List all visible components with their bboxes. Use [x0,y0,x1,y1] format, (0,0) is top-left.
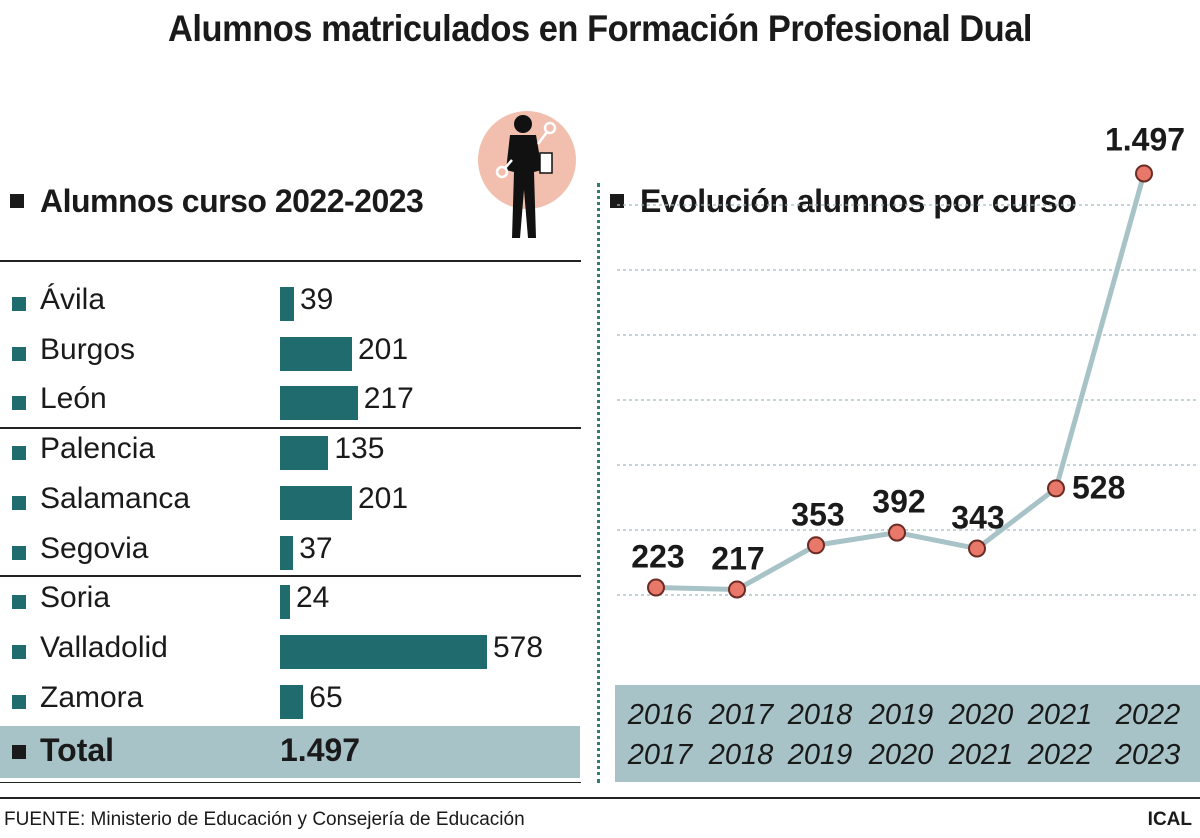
row-bullet-icon [12,396,26,411]
province-name: Palencia [40,432,156,466]
x-tick-label: 2020 [868,739,934,771]
province-bar [280,336,352,371]
worker-with-wrench-icon [478,111,576,238]
data-point [888,523,906,542]
total-row: Total 1.497 [0,726,580,778]
province-name: Ávila [40,283,106,316]
province-row: Zamora 65 [0,676,580,726]
x-tick-label: 2016 [627,699,693,731]
chart-title: Alumnos matriculados en Formación Profes… [168,8,1032,49]
province-row: León 217 [0,377,580,427]
data-label: 217 [711,540,764,576]
province-row: Segovia 37 [0,527,580,577]
data-label: 392 [872,484,925,520]
province-value: 37 [299,531,333,565]
footer-rule [0,797,1200,799]
province-value: 201 [357,332,409,366]
province-value: 217 [363,382,414,416]
province-value: 65 [309,680,343,714]
province-row: Burgos 201 [0,328,580,378]
province-row: Palencia 135 [0,427,580,477]
row-bullet-icon [12,595,26,610]
province-value: 135 [334,432,385,466]
row-bullet-icon [12,446,26,461]
province-bar [280,684,304,719]
province-bar [280,287,294,321]
source-note: FUENTE: Ministerio de Educación y Consej… [4,809,525,830]
x-axis-band [615,685,1200,782]
province-value: 24 [296,581,330,615]
province-bar [280,436,329,471]
x-tick-label: 2022 [1027,739,1093,771]
data-label: 353 [791,496,844,532]
x-tick-label: 2023 [1115,739,1181,771]
province-name: Segovia [40,531,149,565]
x-tick-label: 2021 [1027,699,1093,731]
data-point [968,539,986,558]
data-point [1047,479,1065,498]
heading-square-icon [610,194,624,208]
row-bullet-icon [12,694,26,709]
x-tick-label: 2017 [708,699,775,731]
province-name: Burgos [40,332,136,366]
left-bottom-rule [0,782,581,783]
x-tick-label: 2018 [708,739,774,771]
left-section-heading: Alumnos curso 2022-2023 [10,183,424,220]
province-bar [280,585,290,620]
row-bullet-icon [12,545,26,560]
data-label: 343 [951,500,1004,536]
data-point [1135,164,1153,183]
data-point [728,580,746,599]
row-bullet-icon [12,297,26,311]
province-name: Zamora [40,680,144,714]
row-bullet-icon [12,495,26,510]
province-value: 201 [357,481,409,515]
x-tick-label: 2017 [627,739,694,771]
total-label: Total [40,732,115,768]
province-row: Salamanca 201 [0,477,580,527]
total-value: 1.497 [280,732,361,768]
province-name: Valladolid [40,630,168,664]
province-name: León [40,382,107,416]
province-row: Soria 24 [0,576,580,626]
x-tick-label: 2022 [1115,699,1181,731]
right-heading-text: Evolución alumnos por curso [640,183,1077,219]
province-name: Salamanca [40,481,191,515]
row-bullet-icon [12,346,26,361]
group-divider-1 [0,427,581,429]
left-heading-text: Alumnos curso 2022-2023 [40,183,424,219]
x-tick-label: 2019 [787,739,853,771]
data-point [807,536,825,555]
data-label: 1.497 [1105,121,1185,157]
province-bar [280,535,294,570]
section-divider [597,183,600,783]
group-divider-2 [0,575,581,577]
heading-square-icon [10,194,24,208]
province-bar [280,634,487,669]
credit-label: ICAL [1147,809,1192,830]
province-value: 578 [493,630,544,664]
province-name: Soria [40,581,111,615]
province-bar [280,386,358,421]
x-tick-label: 2021 [948,739,1014,771]
province-row: Valladolid 578 [0,626,580,676]
province-bar [280,485,352,520]
row-bullet-icon [12,644,26,659]
left-top-rule [0,260,581,262]
province-value: 39 [299,283,334,316]
x-tick-label: 2019 [868,699,934,731]
data-label: 223 [631,539,684,575]
data-label: 528 [1072,469,1125,505]
x-tick-label: 2020 [948,699,1014,731]
data-point [647,578,665,597]
right-section-heading: Evolución alumnos por curso [610,183,1077,220]
total-square-icon [12,745,26,759]
x-tick-label: 2018 [787,699,853,731]
province-row: Ávila 39 [0,278,580,328]
